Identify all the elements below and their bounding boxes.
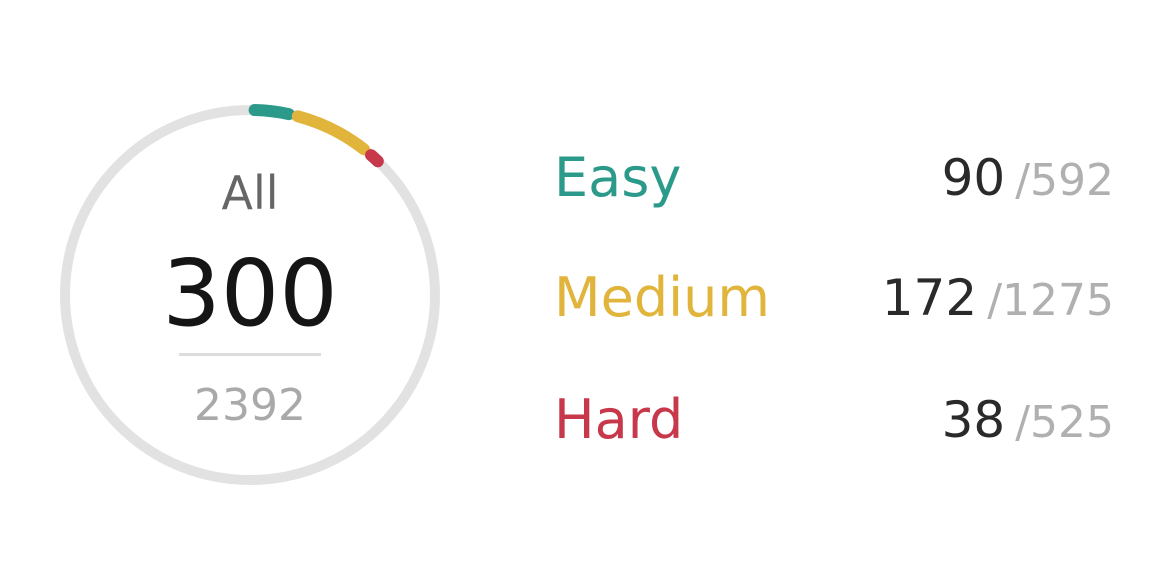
difficulty-label-hard: Hard bbox=[554, 388, 684, 451]
progress-ring-svg bbox=[60, 104, 440, 485]
difficulty-label-medium: Medium bbox=[554, 266, 770, 329]
difficulty-count-hard: 38/525 bbox=[942, 385, 1114, 467]
solved-count: 300 bbox=[162, 240, 338, 347]
difficulty-row-hard: Hard 38/525 bbox=[554, 385, 1114, 455]
progress-ring: All 300 2392 bbox=[55, 100, 445, 490]
ring-segment-hard bbox=[365, 149, 384, 168]
ring-segment-easy bbox=[248, 104, 295, 121]
difficulty-count-easy: 90/592 bbox=[942, 143, 1114, 225]
difficulty-row-easy: Easy 90/592 bbox=[554, 143, 1114, 213]
difficulty-count-medium: 172/1275 bbox=[882, 263, 1114, 345]
ring-segment-medium bbox=[291, 110, 370, 156]
difficulty-total-hard: /525 bbox=[1015, 397, 1114, 448]
difficulty-solved-hard: 38 bbox=[941, 391, 1006, 449]
difficulty-label-easy: Easy bbox=[554, 146, 682, 209]
difficulty-total-medium: /1275 bbox=[987, 275, 1114, 326]
difficulty-solved-easy: 90 bbox=[941, 149, 1006, 207]
difficulty-solved-medium: 172 bbox=[881, 269, 978, 327]
total-count: 2392 bbox=[194, 380, 306, 431]
difficulty-total-easy: /592 bbox=[1015, 155, 1114, 206]
all-label: All bbox=[221, 166, 279, 220]
difficulty-row-medium: Medium 172/1275 bbox=[554, 263, 1114, 333]
count-divider bbox=[179, 353, 321, 356]
